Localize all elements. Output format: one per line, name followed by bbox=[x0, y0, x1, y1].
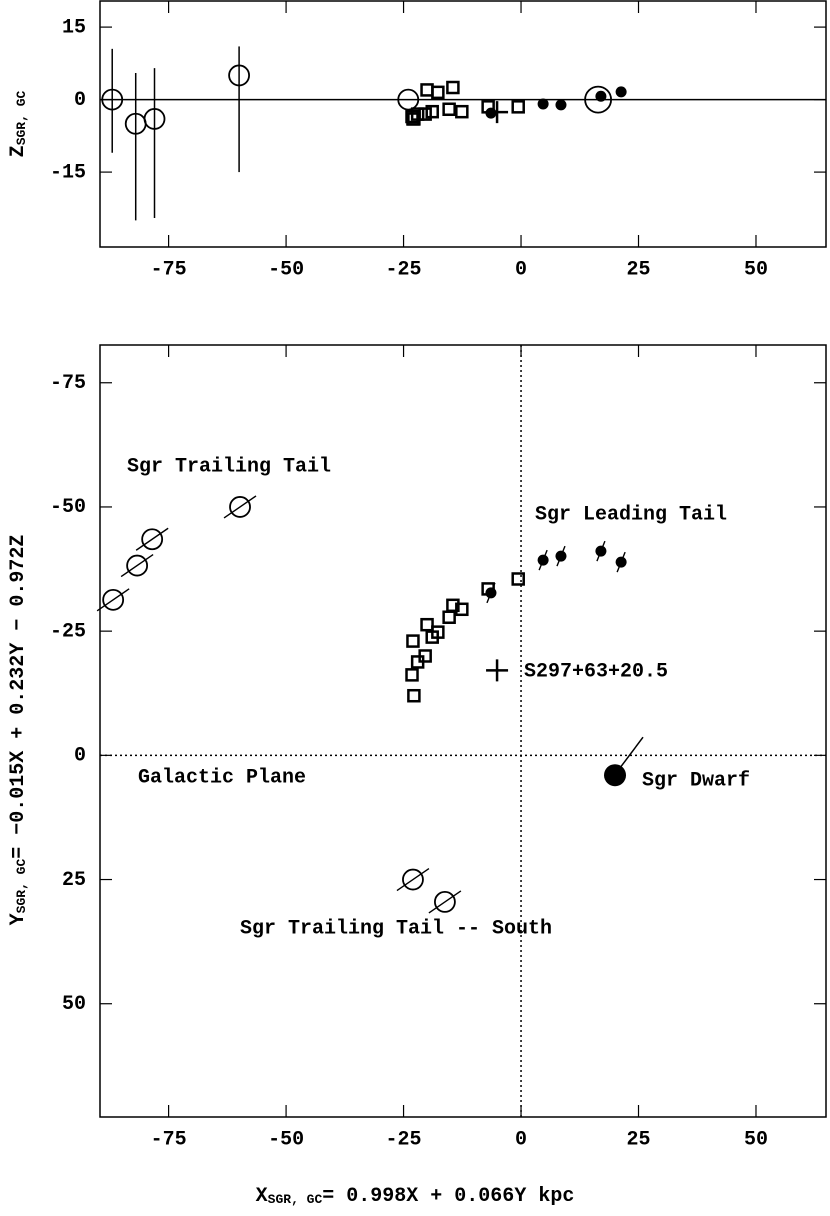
open-square bbox=[407, 688, 421, 703]
y-axis-label: ZSGR, GC bbox=[7, 90, 30, 157]
x-tick-label: -25 bbox=[386, 258, 422, 281]
y-tick-label: -75 bbox=[50, 372, 86, 395]
pointer-line bbox=[618, 736, 644, 770]
label-sub: SGR, GC bbox=[14, 90, 29, 145]
annotation: S297+63+20.5 bbox=[524, 660, 668, 683]
direction-line bbox=[96, 588, 130, 612]
x-tick-label: 0 bbox=[515, 1128, 527, 1151]
open-square bbox=[446, 80, 460, 95]
cross bbox=[486, 101, 509, 124]
open-circle bbox=[402, 868, 424, 891]
y-tick-label: 25 bbox=[62, 869, 86, 892]
y-tick-label: 0 bbox=[74, 89, 86, 112]
y-tick-label: 0 bbox=[74, 745, 86, 768]
x-tick-label: -50 bbox=[268, 1128, 304, 1151]
open-circle bbox=[229, 496, 251, 518]
filled-circle bbox=[615, 86, 627, 98]
y-tick-label: -25 bbox=[50, 620, 86, 643]
annotation: Sgr Leading Tail bbox=[535, 503, 727, 526]
open-square bbox=[405, 668, 419, 682]
filled-circle bbox=[537, 98, 549, 110]
open-circle bbox=[434, 890, 456, 913]
x-axis-label: XSGR, GC= 0.998X + 0.066Y kpc bbox=[256, 1185, 575, 1208]
open-circle bbox=[102, 588, 125, 611]
direction-line bbox=[538, 549, 548, 571]
direction-line bbox=[223, 495, 257, 519]
label-rest: = 0.998X + 0.066Y kpc bbox=[322, 1185, 574, 1208]
open-square bbox=[511, 100, 525, 114]
open-square bbox=[418, 107, 432, 121]
open-square bbox=[420, 617, 434, 632]
x-tick-label: -25 bbox=[386, 1128, 422, 1151]
cross bbox=[486, 659, 509, 682]
x-tick-label: 50 bbox=[744, 258, 768, 281]
open-circle bbox=[101, 88, 124, 111]
y-axis-label: YSGR, GC= −0.015X + 0.232Y − 0.972Z bbox=[7, 535, 30, 926]
x-tick-label: -75 bbox=[151, 1128, 187, 1151]
open-square bbox=[455, 602, 469, 617]
direction-line bbox=[616, 551, 626, 573]
open-square bbox=[455, 104, 469, 119]
open-square bbox=[425, 104, 439, 119]
direction-line bbox=[428, 890, 462, 914]
label-main: Y bbox=[7, 913, 30, 925]
label-main: X bbox=[256, 1185, 268, 1208]
label-rest: = −0.015X + 0.232Y − 0.972Z bbox=[7, 535, 30, 859]
y-tick-label: -15 bbox=[50, 161, 86, 184]
open-circle bbox=[126, 554, 149, 577]
open-square bbox=[446, 598, 460, 613]
direction-line bbox=[596, 540, 606, 562]
open-square bbox=[442, 102, 456, 117]
x-tick-label: 0 bbox=[515, 258, 527, 281]
x-tick-label: -75 bbox=[151, 258, 187, 281]
label-sub: SGR, GC bbox=[14, 859, 29, 914]
y-tick-label: 50 bbox=[62, 993, 86, 1016]
open-square bbox=[410, 107, 425, 121]
open-circle bbox=[143, 108, 166, 130]
filled-circle bbox=[555, 99, 567, 111]
annotation: Sgr Trailing Tail bbox=[127, 455, 331, 478]
open-square bbox=[511, 572, 525, 586]
direction-line bbox=[135, 527, 169, 551]
direction-line bbox=[120, 553, 154, 578]
x-tick-label: 25 bbox=[627, 1128, 651, 1151]
annotation: Sgr Trailing Tail -- South bbox=[240, 917, 552, 940]
label-main: Z bbox=[7, 145, 30, 157]
label-sub: SGR, GC bbox=[268, 1192, 323, 1207]
plot-frame bbox=[99, 344, 827, 1118]
open-square bbox=[406, 634, 420, 648]
x-tick-label: -50 bbox=[268, 258, 304, 281]
y-tick-label: -50 bbox=[50, 496, 86, 519]
open-square bbox=[431, 85, 445, 100]
direction-line bbox=[396, 867, 430, 892]
plot-frame bbox=[99, 0, 827, 248]
open-circle bbox=[228, 64, 250, 87]
open-circle bbox=[141, 528, 164, 551]
open-circle bbox=[397, 88, 420, 111]
large-filled-circle bbox=[604, 764, 627, 787]
open-square bbox=[420, 83, 434, 97]
filled-circle bbox=[595, 90, 607, 102]
direction-line bbox=[556, 545, 566, 567]
annotation: Galactic Plane bbox=[138, 766, 306, 789]
x-tick-label: 50 bbox=[744, 1128, 768, 1151]
open-square bbox=[442, 610, 456, 624]
y-tick-label: 15 bbox=[62, 16, 86, 39]
open-square bbox=[418, 649, 432, 663]
open-square bbox=[431, 625, 445, 639]
annotation: Sgr Dwarf bbox=[642, 769, 750, 792]
large-open-circle bbox=[584, 85, 612, 114]
x-tick-label: 25 bbox=[627, 258, 651, 281]
direction-line bbox=[486, 582, 496, 604]
